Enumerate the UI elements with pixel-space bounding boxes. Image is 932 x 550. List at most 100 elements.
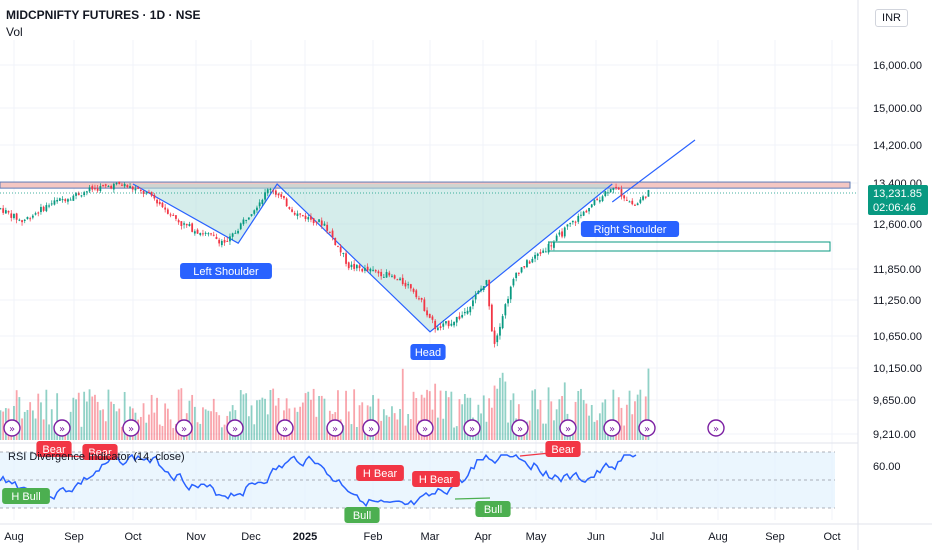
volume-bar [628, 390, 631, 440]
volume-bar [534, 389, 536, 440]
candle-body [493, 330, 496, 344]
volume-bar [350, 424, 353, 440]
divergence-label: Bull [475, 501, 511, 517]
volume-bar [544, 423, 547, 440]
candle-body [231, 233, 234, 237]
candle-body [175, 215, 177, 219]
volume-bar [18, 397, 21, 440]
volume-bar [507, 422, 509, 440]
volume-bar [509, 400, 512, 440]
candle-body [628, 201, 631, 203]
event-icon-glyph: » [282, 424, 288, 435]
volume-bar [245, 393, 248, 440]
volume-bar [15, 390, 18, 440]
volume-bar [542, 423, 545, 440]
candle-body [431, 316, 434, 320]
event-icon [326, 419, 344, 437]
x-tick-label: Jul [650, 531, 664, 543]
candle-body [458, 316, 461, 319]
divergence-label: Bear [36, 441, 72, 457]
event-icon-glyph: » [128, 424, 134, 435]
candle-body [320, 220, 323, 226]
volume-bar [358, 405, 361, 440]
candle-body [318, 219, 320, 222]
candle-body [434, 320, 437, 329]
volume-bar [85, 401, 88, 440]
volume-bar [644, 396, 647, 440]
volume-bar [428, 391, 431, 440]
candle-body [490, 304, 493, 332]
divergence-label-bg [82, 444, 118, 460]
volume-bar [80, 426, 83, 440]
event-icon [638, 419, 656, 437]
volume-bar [536, 409, 539, 440]
event-icon-glyph: » [422, 424, 428, 435]
x-tick-label: Oct [124, 531, 141, 543]
candle-body [142, 190, 145, 194]
volume-bar [161, 425, 164, 440]
candle-body [447, 320, 450, 327]
candle-body [156, 199, 158, 204]
volume-bar [77, 392, 80, 440]
volume-bar [528, 420, 531, 440]
volume-bar [75, 399, 77, 440]
x-tick-label: Nov [186, 531, 206, 543]
y-tick-label: 16,000.00 [873, 60, 922, 72]
candle-body [409, 284, 412, 289]
event-icon-glyph: » [713, 424, 719, 435]
volume-bar [83, 391, 86, 440]
candle-body [212, 234, 215, 236]
candle-body [380, 271, 383, 277]
event-icon [3, 419, 21, 437]
candle-body [115, 182, 118, 185]
candle-body [56, 199, 59, 202]
candle-body [355, 264, 358, 269]
candle-body [166, 209, 169, 214]
volume-bar [377, 398, 380, 440]
label-right-shoulder-text: Right Shoulder [594, 224, 667, 236]
volume-bar [461, 404, 464, 440]
volume-bar [482, 395, 485, 440]
volume-bar [539, 400, 542, 440]
candle-body [453, 321, 455, 326]
candle-body [177, 220, 180, 223]
candle-body [436, 327, 439, 331]
volume-bar [150, 394, 153, 440]
volume-bar [412, 391, 415, 440]
candle-body [588, 207, 590, 212]
volume-bar [617, 397, 620, 440]
candle-body [37, 212, 40, 214]
y-tick-label: 11,850.00 [873, 264, 921, 276]
volume-bar [94, 394, 96, 440]
volume-bar [415, 398, 418, 440]
divergence-label-bg [475, 501, 511, 517]
volume-bar [266, 414, 269, 440]
volume-bar [582, 400, 585, 440]
volume-bar [50, 409, 53, 440]
volume-bar [104, 421, 107, 440]
candle-body [180, 221, 183, 226]
volume-bar [269, 390, 272, 440]
candle-body [207, 233, 210, 235]
candle-body [210, 233, 212, 235]
price-badge-countdown: 02:06:46 [873, 202, 916, 214]
currency-selector[interactable]: INR [875, 9, 908, 27]
candle-body [29, 218, 32, 220]
volume-bar [563, 382, 566, 440]
candle-body [423, 299, 426, 312]
volume-bar [56, 393, 59, 440]
candle-body [396, 279, 399, 281]
volume-bar [512, 393, 515, 440]
candle-body [123, 183, 126, 187]
volume-bar [274, 405, 277, 440]
volume-bar [480, 413, 482, 440]
volume-bar [212, 398, 215, 440]
volume-bar [407, 414, 410, 440]
candle-body [455, 316, 458, 323]
candle-body [18, 219, 21, 221]
candle-body [34, 213, 37, 215]
volume-bar [388, 416, 391, 440]
volume-bar [361, 402, 364, 440]
candle-body [466, 310, 469, 314]
